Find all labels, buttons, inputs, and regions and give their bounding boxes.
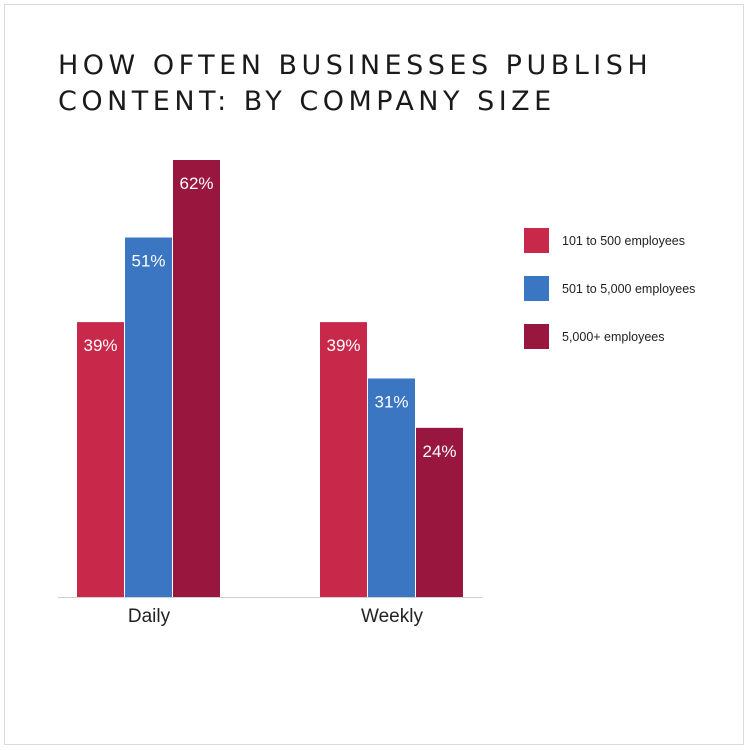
bar-value-label: 24% bbox=[422, 442, 456, 461]
legend-swatch-101-to-500-employees bbox=[524, 228, 549, 253]
legend-label-5-000-employees: 5,000+ employees bbox=[562, 330, 665, 344]
bars-layer: 39% 51% 62% 39% 31% 24% bbox=[77, 160, 463, 597]
category-labels: Daily Weekly bbox=[128, 606, 424, 627]
chart-title: HOW OFTEN BUSINESSES PUBLISH CONTENT: BY… bbox=[58, 48, 698, 120]
bar-daily-101-to-500-employees bbox=[77, 322, 124, 597]
bar-value-label: 39% bbox=[83, 336, 117, 355]
bar-value-label: 62% bbox=[179, 174, 213, 193]
legend-swatch-501-to-5-000-employees bbox=[524, 276, 549, 301]
legend: 101 to 500 employees 501 to 5,000 employe… bbox=[524, 228, 695, 349]
bar-value-label: 39% bbox=[326, 336, 360, 355]
legend-label-501-to-5-000-employees: 501 to 5,000 employees bbox=[562, 282, 695, 296]
bar-daily-501-to-5-000-employees bbox=[125, 237, 172, 597]
chart-title-line-1: HOW OFTEN BUSINESSES PUBLISH bbox=[58, 50, 653, 81]
category-label-daily: Daily bbox=[128, 606, 171, 627]
legend-swatch-5-000-employees bbox=[524, 324, 549, 349]
category-label-weekly: Weekly bbox=[361, 606, 423, 627]
legend-label-101-to-500-employees: 101 to 500 employees bbox=[562, 234, 685, 248]
bar-value-label: 31% bbox=[374, 393, 408, 412]
bar-daily-5-000-employees bbox=[173, 160, 220, 597]
bar-weekly-501-to-5-000-employees bbox=[368, 378, 415, 597]
bar-value-label: 51% bbox=[131, 252, 165, 271]
chart-title-line-2: CONTENT: BY COMPANY SIZE bbox=[58, 86, 556, 117]
bar-weekly-5-000-employees bbox=[416, 427, 463, 597]
bar-weekly-101-to-500-employees bbox=[320, 322, 367, 597]
